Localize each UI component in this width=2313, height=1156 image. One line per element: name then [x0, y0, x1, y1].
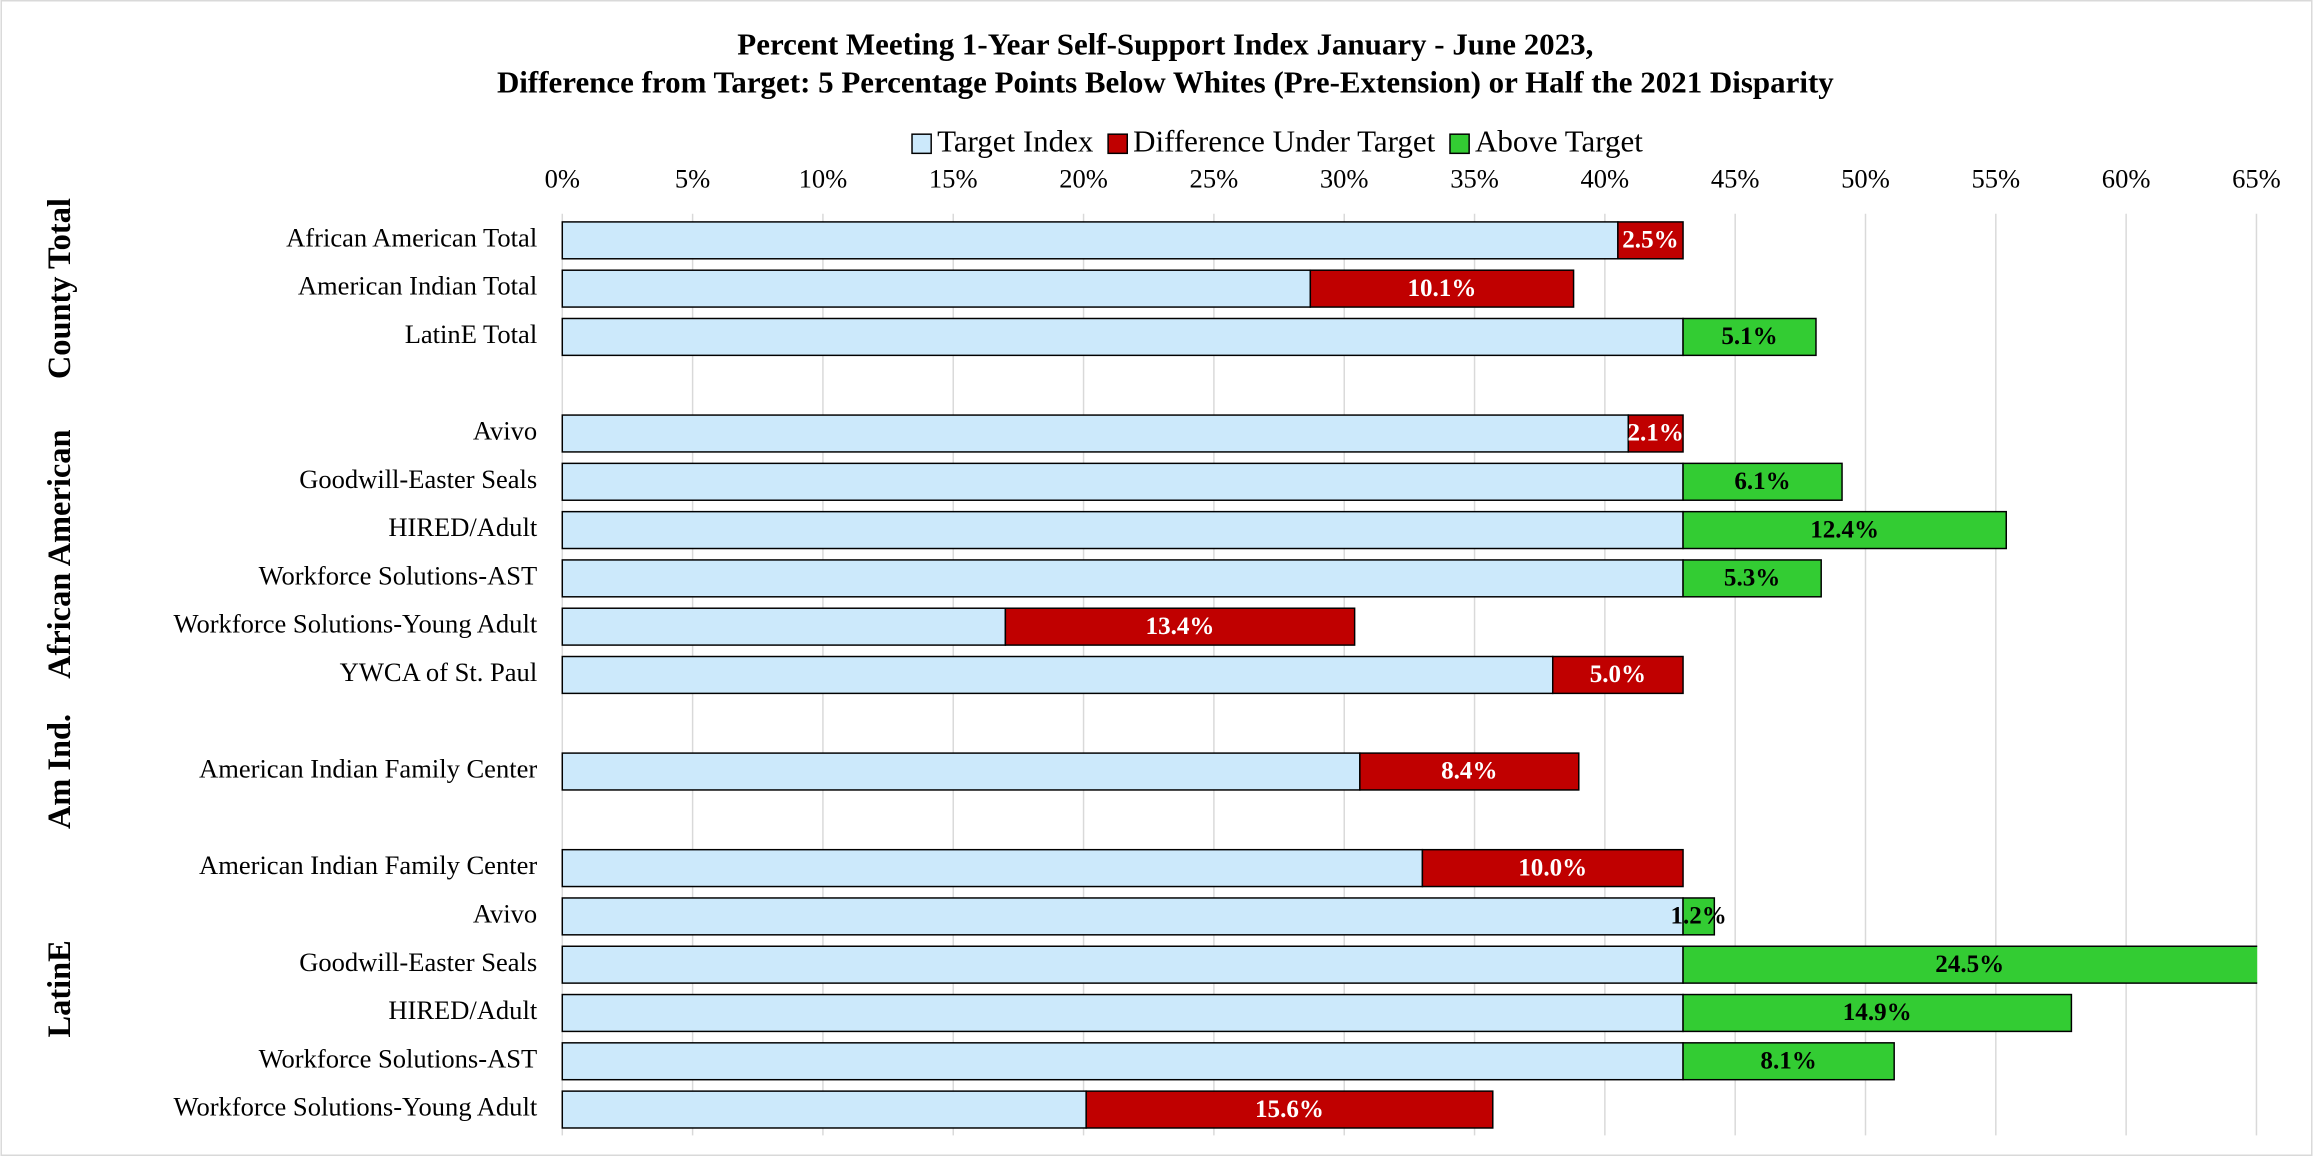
x-tick-label: 50%	[1841, 163, 1890, 193]
x-tick-label: 10%	[799, 163, 848, 193]
group-label: Am Ind.	[42, 714, 78, 829]
category-label: American Indian Family Center	[199, 754, 537, 784]
bar-segment	[561, 848, 1424, 888]
category-label: Workforce Solutions-AST	[259, 560, 538, 590]
bars	[561, 221, 2258, 1129]
category-label: Workforce Solutions-Young Adult	[174, 1092, 538, 1122]
bar-segment	[561, 510, 1684, 550]
bar-segment	[1682, 510, 2007, 550]
legend-item: Above Target	[1449, 124, 1643, 159]
bar-segment	[561, 655, 1554, 695]
data-label: 1.2%	[1671, 903, 1727, 930]
x-tick-label: 65%	[2232, 163, 2281, 193]
bar-segment	[561, 897, 1684, 936]
x-tick-label: 30%	[1320, 163, 1369, 193]
data-label: 10.0%	[1518, 854, 1587, 881]
data-label: 13.4%	[1146, 613, 1215, 640]
x-tick-label: 60%	[2102, 163, 2151, 193]
data-label: 12.4%	[1810, 516, 1879, 543]
x-tick-label: 20%	[1059, 163, 1108, 193]
x-tick-label: 40%	[1581, 163, 1630, 193]
data-label: 5.3%	[1724, 565, 1780, 592]
data-label: 5.0%	[1590, 661, 1646, 688]
bar-segment	[1682, 993, 2073, 1033]
bar-segment	[561, 269, 1312, 308]
x-tick-label: 0%	[545, 163, 580, 193]
category-label: African American Total	[286, 222, 537, 252]
bar-segment	[561, 993, 1684, 1033]
x-tick-label: 45%	[1711, 163, 1760, 193]
bar-segment	[561, 317, 1684, 357]
bar-segment	[1682, 462, 1843, 501]
category-label: Goodwill-Easter Seals	[299, 464, 537, 494]
bar-segment	[1682, 1042, 1895, 1081]
bar-segment	[561, 559, 1684, 598]
bar-segment	[561, 462, 1684, 501]
x-tick-label: 25%	[1190, 163, 1239, 193]
category-label: Avivo	[473, 898, 537, 928]
group-label: LatinE	[42, 940, 78, 1037]
category-label: HIRED/Adult	[388, 512, 537, 542]
bar-segment	[1421, 848, 1684, 888]
legend-label: Target Index	[937, 124, 1094, 159]
category-label: HIRED/Adult	[388, 995, 537, 1025]
x-tick-label: 15%	[929, 163, 978, 193]
data-label: 6.1%	[1734, 468, 1790, 495]
bar-segment	[1551, 655, 1684, 695]
x-tick-label: 55%	[1972, 163, 2021, 193]
group-label: County Total	[42, 198, 78, 379]
category-label: Workforce Solutions-AST	[259, 1043, 538, 1073]
bar-segment	[1309, 269, 1575, 308]
legend-swatch	[1107, 133, 1128, 155]
group-label: African American	[42, 430, 78, 679]
category-label: Avivo	[473, 416, 537, 446]
data-label: 8.1%	[1760, 1047, 1816, 1074]
legend-swatch	[911, 133, 932, 155]
bar-segment	[561, 221, 1619, 260]
data-label: 14.9%	[1843, 999, 1912, 1026]
data-label: 8.4%	[1441, 758, 1497, 785]
bar-segment	[561, 1090, 1087, 1129]
category-label: YWCA of St. Paul	[340, 657, 538, 687]
bar-segment	[561, 1042, 1684, 1081]
data-label: 15.6%	[1255, 1096, 1324, 1123]
bar-segment	[1682, 317, 1817, 357]
legend-item: Difference Under Target	[1107, 124, 1436, 159]
data-label: 10.1%	[1408, 275, 1477, 302]
legend-label: Above Target	[1475, 124, 1643, 159]
data-label: 5.1%	[1721, 323, 1777, 350]
data-label: 2.1%	[1628, 420, 1684, 447]
legend-swatch	[1449, 133, 1470, 155]
legend-item: Target Index	[911, 124, 1094, 159]
bar-segment	[1359, 752, 1580, 791]
data-label: 24.5%	[1935, 951, 2004, 978]
x-tick-label: 5%	[675, 163, 710, 193]
bar-segment	[561, 607, 1007, 646]
chart-title: Percent Meeting 1-Year Self-Support Inde…	[737, 26, 1593, 61]
bar-segment	[1682, 897, 1716, 936]
category-label: American Indian Total	[298, 271, 537, 301]
labels: 0% 5% 10% 15% 20% 25% 30% 35% 40% 45% 50% 55% 60% 65%…	[42, 124, 2281, 1123]
data-label: 2.5%	[1622, 227, 1678, 254]
legend-label: Difference Under Target	[1133, 124, 1435, 159]
bar-segment	[561, 752, 1361, 791]
bar-segment	[1682, 945, 2258, 984]
category-label: Workforce Solutions-Young Adult	[174, 609, 538, 639]
bar-segment	[1085, 1090, 1494, 1129]
bar-segment	[1617, 221, 1684, 260]
bar-segment	[561, 945, 1684, 984]
category-label: Goodwill-Easter Seals	[299, 947, 537, 977]
chart-subtitle: Difference from Target: 5 Percentage Poi…	[497, 65, 1834, 100]
bar-segment	[1004, 607, 1356, 646]
bar-segment	[561, 414, 1630, 453]
bar-segment	[1627, 414, 1684, 453]
category-label: LatinE Total	[405, 319, 538, 349]
bar-segment	[1682, 559, 1822, 598]
category-label: American Indian Family Center	[199, 850, 537, 880]
x-tick-label: 35%	[1450, 163, 1499, 193]
